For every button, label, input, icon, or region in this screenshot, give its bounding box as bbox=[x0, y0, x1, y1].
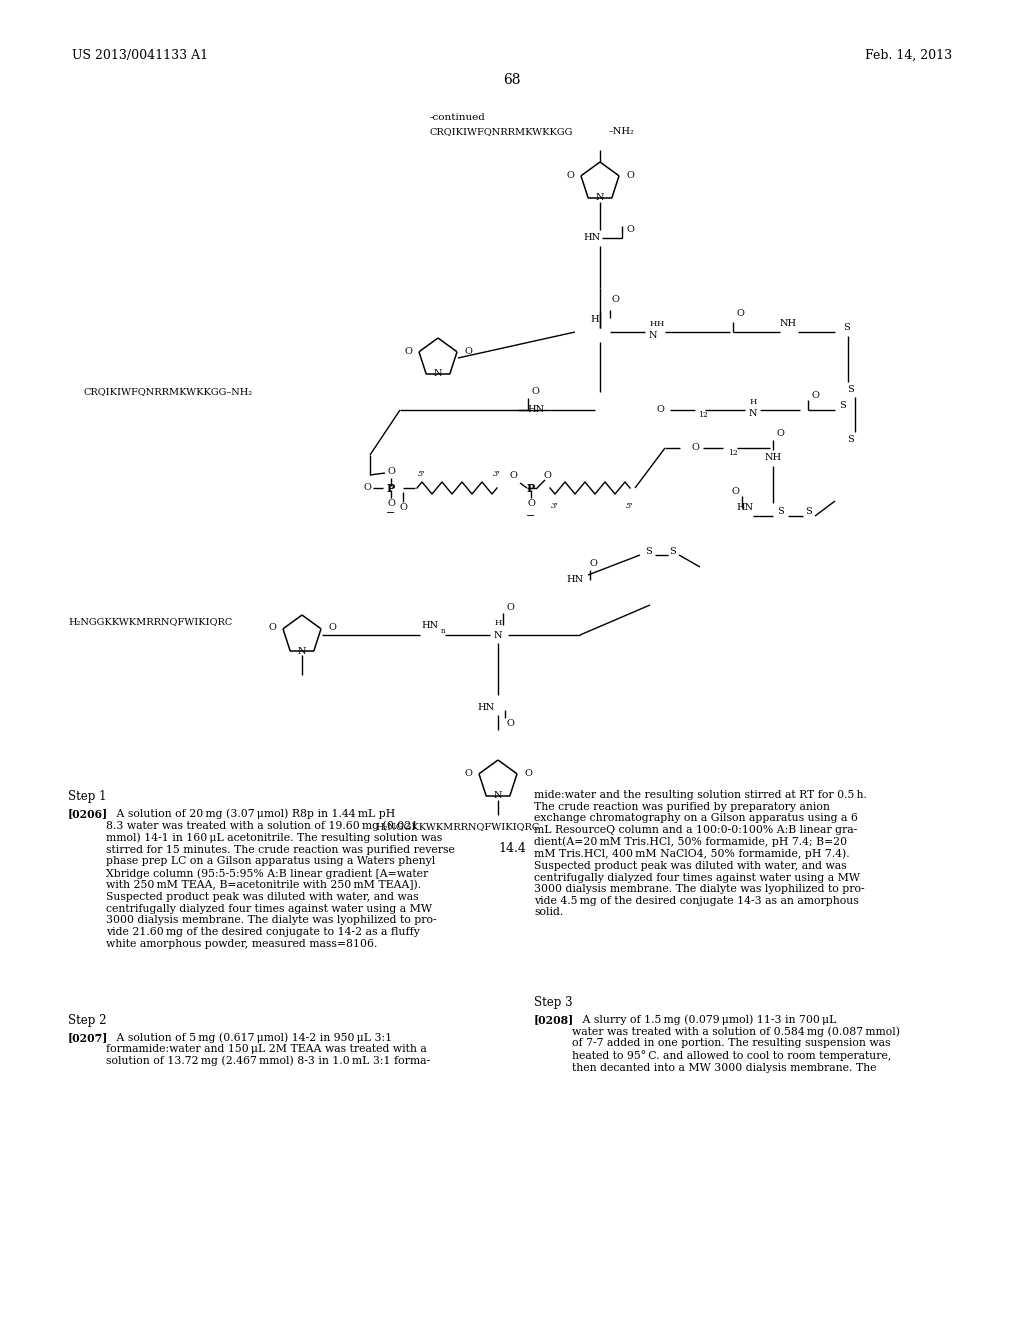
Text: A solution of 5 mg (0.617 μmol) 14-2 in 950 μL 3:1
formamide:water and 150 μL 2M: A solution of 5 mg (0.617 μmol) 14-2 in … bbox=[106, 1032, 430, 1067]
Text: H: H bbox=[656, 319, 664, 327]
Text: O: O bbox=[611, 296, 618, 305]
Text: 68: 68 bbox=[503, 73, 521, 87]
Text: 14.4: 14.4 bbox=[498, 842, 526, 854]
Text: N: N bbox=[494, 631, 502, 639]
Text: O: O bbox=[399, 503, 407, 512]
Text: N: N bbox=[749, 409, 758, 418]
Text: O: O bbox=[328, 623, 336, 632]
Text: −: − bbox=[526, 511, 536, 521]
Text: Step 1: Step 1 bbox=[68, 789, 106, 803]
Text: H: H bbox=[591, 315, 599, 325]
Text: US 2013/0041133 A1: US 2013/0041133 A1 bbox=[72, 49, 208, 62]
Text: O: O bbox=[268, 623, 275, 632]
Text: N: N bbox=[596, 194, 604, 202]
Text: S: S bbox=[848, 436, 854, 445]
Text: CRQIKIWFQNRRMKWKKGG–NH₂: CRQIKIWFQNRRMKWKKGG–NH₂ bbox=[83, 388, 252, 396]
Text: O: O bbox=[509, 471, 517, 480]
Text: H₂NGGKKWKMRRNQFWIKIQRC: H₂NGGKKWKMRRNQFWIKIQRC bbox=[375, 822, 540, 832]
Text: 3': 3' bbox=[494, 470, 501, 478]
Text: O: O bbox=[691, 444, 699, 453]
Text: N: N bbox=[434, 370, 442, 379]
Text: HN: HN bbox=[528, 405, 545, 414]
Text: O: O bbox=[566, 170, 573, 180]
Text: P: P bbox=[387, 483, 395, 494]
Text: HN: HN bbox=[736, 503, 754, 512]
Text: P: P bbox=[527, 483, 536, 494]
Text: S: S bbox=[840, 401, 847, 411]
Text: -continued: -continued bbox=[430, 114, 485, 123]
Text: O: O bbox=[464, 346, 472, 355]
Text: NH: NH bbox=[780, 319, 797, 329]
Text: O: O bbox=[776, 429, 784, 437]
Text: [0207]: [0207] bbox=[68, 1032, 109, 1043]
Text: HN: HN bbox=[422, 620, 438, 630]
Text: 3': 3' bbox=[551, 502, 559, 510]
Text: 12: 12 bbox=[728, 449, 737, 457]
Text: HN: HN bbox=[584, 234, 600, 243]
Text: H: H bbox=[495, 619, 502, 627]
Text: CRQIKIWFQNRRMKWKKGG: CRQIKIWFQNRRMKWKKGG bbox=[430, 128, 573, 136]
Text: –NH₂: –NH₂ bbox=[609, 128, 635, 136]
Text: −: − bbox=[386, 508, 395, 517]
Text: S: S bbox=[843, 323, 850, 333]
Text: Step 2: Step 2 bbox=[68, 1014, 106, 1027]
Text: O: O bbox=[531, 388, 539, 396]
Text: O: O bbox=[524, 768, 531, 777]
Text: O: O bbox=[656, 405, 664, 414]
Text: 5': 5' bbox=[627, 502, 634, 510]
Text: Feb. 14, 2013: Feb. 14, 2013 bbox=[865, 49, 952, 62]
Text: A solution of 20 mg (3.07 μmol) R8p in 1.44 mL pH
8.3 water was treated with a s: A solution of 20 mg (3.07 μmol) R8p in 1… bbox=[106, 808, 455, 949]
Text: H₂NGGKKWKMRRNQFWIKIQRC: H₂NGGKKWKMRRNQFWIKIQRC bbox=[68, 618, 232, 627]
Text: O: O bbox=[543, 471, 551, 480]
Text: O: O bbox=[527, 499, 535, 507]
Text: [0206]: [0206] bbox=[68, 808, 109, 818]
Text: 5': 5' bbox=[418, 470, 426, 478]
Text: mide:water and the resulting solution stirred at RT for 0.5 h.
The crude reactio: mide:water and the resulting solution st… bbox=[534, 789, 867, 917]
Text: N: N bbox=[494, 792, 502, 800]
Text: O: O bbox=[626, 170, 634, 180]
Text: N: N bbox=[649, 331, 657, 341]
Text: O: O bbox=[731, 487, 739, 495]
Text: HN: HN bbox=[477, 702, 495, 711]
Text: S: S bbox=[848, 385, 854, 395]
Text: O: O bbox=[626, 226, 634, 235]
Text: n: n bbox=[440, 627, 445, 635]
Text: S: S bbox=[645, 546, 651, 556]
Text: H: H bbox=[649, 319, 656, 327]
Text: N: N bbox=[298, 647, 306, 656]
Text: O: O bbox=[506, 602, 514, 611]
Text: A slurry of 1.5 mg (0.079 μmol) 11-3 in 700 μL
water was treated with a solution: A slurry of 1.5 mg (0.079 μmol) 11-3 in … bbox=[572, 1014, 900, 1073]
Text: O: O bbox=[364, 483, 371, 492]
Text: O: O bbox=[736, 309, 744, 318]
Text: [0208]: [0208] bbox=[534, 1014, 574, 1026]
Text: S: S bbox=[805, 507, 811, 516]
Text: O: O bbox=[464, 768, 472, 777]
Text: NH: NH bbox=[765, 454, 781, 462]
Text: S: S bbox=[777, 507, 784, 516]
Text: S: S bbox=[669, 546, 676, 556]
Text: O: O bbox=[506, 718, 514, 727]
Text: O: O bbox=[387, 499, 395, 507]
Text: H: H bbox=[750, 399, 757, 407]
Text: O: O bbox=[589, 558, 597, 568]
Text: O: O bbox=[404, 346, 412, 355]
Text: O: O bbox=[811, 391, 819, 400]
Text: HN: HN bbox=[566, 576, 584, 585]
Text: Step 3: Step 3 bbox=[534, 997, 572, 1008]
Text: O: O bbox=[387, 467, 395, 477]
Text: 12: 12 bbox=[698, 411, 708, 418]
